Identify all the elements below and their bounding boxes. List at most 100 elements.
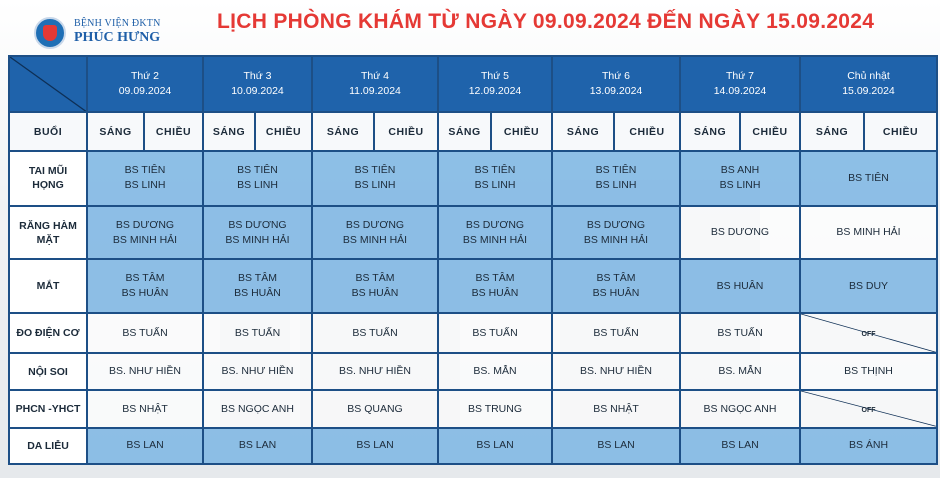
afternoon-label: CHIỀU xyxy=(255,112,312,150)
doctor-name: BS MINH HẢI xyxy=(801,225,936,240)
schedule-cell: BS. NHƯ HIỀN xyxy=(87,353,203,390)
schedule-cell: BS NGỌC ANH xyxy=(680,390,800,427)
schedule-cell: BS TÂM BS HUÂN xyxy=(87,259,203,312)
doctor-name: BS THỊNH xyxy=(801,364,936,379)
doctor-name: BS NGỌC ANH xyxy=(204,402,311,417)
doctor-name: BS DƯƠNG xyxy=(88,218,202,233)
morning-label: SÁNG xyxy=(552,112,614,150)
day-name: Thứ 7 xyxy=(681,69,799,84)
doctor-name: BS TUẤN xyxy=(681,326,799,341)
doctor-name-2: BS LINH xyxy=(313,178,437,193)
schedule-cell: BS LAN xyxy=(438,428,552,464)
department-label: NỘI SOI xyxy=(9,353,87,390)
afternoon-label: CHIỀU xyxy=(144,112,203,150)
schedule-cell: BS LAN xyxy=(680,428,800,464)
afternoon-label: CHIỀU xyxy=(491,112,552,150)
doctor-name-2: BS LINH xyxy=(88,178,202,193)
schedule-cell: BS LAN xyxy=(312,428,438,464)
day-date: 14.09.2024 xyxy=(681,84,799,99)
doctor-name-2: BS MINH HẢI xyxy=(439,233,551,248)
morning-label: SÁNG xyxy=(203,112,255,150)
doctor-name-2: BS HUÂN xyxy=(313,286,437,301)
doctor-name: BS DƯƠNG xyxy=(553,218,679,233)
doctor-name: BS LAN xyxy=(88,438,202,453)
hospital-logo xyxy=(34,17,66,49)
department-label: TAI MŨI HỌNG xyxy=(9,151,87,206)
session-label: BUỔI xyxy=(9,112,87,150)
off-text: OFF xyxy=(862,407,876,414)
doctor-name: BS TUẤN xyxy=(88,326,202,341)
schedule-cell: BS TUẤN xyxy=(680,313,800,353)
doctor-name: BS NHẬT xyxy=(553,402,679,417)
doctor-name: BS. MẪN xyxy=(681,364,799,379)
doctor-name: BS DƯƠNG xyxy=(204,218,311,233)
schedule-cell: BS. NHƯ HIỀN xyxy=(203,353,312,390)
schedule-cell: BS TÂM BS HUÂN xyxy=(552,259,680,312)
table-row: TAI MŨI HỌNG BS TIÊN BS LINH BS TIÊN BS LINH B… xyxy=(9,151,937,206)
day-date: 10.09.2024 xyxy=(204,84,311,99)
schedule-table: Thứ 2 09.09.2024 Thứ 3 10.09.2024 Thứ 4 11.09… xyxy=(8,55,938,465)
schedule-cell: BS NGỌC ANH xyxy=(203,390,312,427)
doctor-name: BS TIÊN xyxy=(801,171,936,186)
afternoon-label: CHIỀU xyxy=(374,112,438,150)
department-label: RĂNG HÀM MẶT xyxy=(9,206,87,259)
doctor-name: BS LAN xyxy=(681,438,799,453)
day-name: Thứ 4 xyxy=(313,69,437,84)
schedule-cell: BS TÂM BS HUÂN xyxy=(203,259,312,312)
header: BỆNH VIỆN ĐKTN PHÚC HƯNG LỊCH PHÒNG KHÁM… xyxy=(0,0,940,54)
schedule-cell: BS DƯƠNG BS MINH HẢI xyxy=(312,206,438,259)
doctor-name-2: BS LINH xyxy=(681,178,799,193)
schedule-cell: BS TIÊN BS LINH xyxy=(552,151,680,206)
page-title: LỊCH PHÒNG KHÁM TỪ NGÀY 09.09.2024 ĐẾN N… xyxy=(217,10,874,34)
department-label-line1: PHCN -YHCT xyxy=(10,402,86,416)
day-date: 09.09.2024 xyxy=(88,84,202,99)
day-date: 11.09.2024 xyxy=(313,84,437,99)
doctor-name-2: BS MINH HẢI xyxy=(204,233,311,248)
morning-label: SÁNG xyxy=(680,112,740,150)
doctor-name: BS TRUNG xyxy=(439,402,551,417)
schedule-cell: BS LAN xyxy=(552,428,680,464)
day-date: 15.09.2024 xyxy=(801,84,936,99)
doctor-name: BS LAN xyxy=(313,438,437,453)
table-row: MẮT BS TÂM BS HUÂN BS TÂM BS HUÂN BS TÂM BS HU… xyxy=(9,259,937,312)
doctor-name: BS NHẬT xyxy=(88,402,202,417)
off-text: OFF xyxy=(862,331,876,338)
morning-label: SÁNG xyxy=(438,112,491,150)
schedule-cell: BS NHẬT xyxy=(552,390,680,427)
schedule-cell: BS. MẪN xyxy=(680,353,800,390)
department-label-line1: ĐO ĐIỆN CƠ xyxy=(10,326,86,340)
schedule-cell: BS TUẤN xyxy=(438,313,552,353)
department-label-line1: NỘI SOI xyxy=(10,365,86,379)
doctor-name: BS. NHƯ HIỀN xyxy=(204,364,311,379)
day-header-row: Thứ 2 09.09.2024 Thứ 3 10.09.2024 Thứ 4 11.09… xyxy=(9,56,937,112)
schedule-cell: BS. NHƯ HIỀN xyxy=(312,353,438,390)
day-header: Thứ 6 13.09.2024 xyxy=(552,56,680,112)
table-row: ĐO ĐIỆN CƠ BS TUẤN BS TUẤN BS TUẤN BS TUẤN BS… xyxy=(9,313,937,353)
schedule-cell: BS TÂM BS HUÂN xyxy=(438,259,552,312)
table-row: RĂNG HÀM MẶT BS DƯƠNG BS MINH HẢI BS DƯƠNG BS… xyxy=(9,206,937,259)
doctor-name: BS TUẤN xyxy=(439,326,551,341)
doctor-name: BS TIÊN xyxy=(313,163,437,178)
day-name: Thứ 3 xyxy=(204,69,311,84)
shield-icon xyxy=(43,25,57,41)
schedule-cell: BS DƯƠNG BS MINH HẢI xyxy=(552,206,680,259)
doctor-name: BS DUY xyxy=(801,279,936,294)
schedule-cell: BS QUANG xyxy=(312,390,438,427)
doctor-name-2: BS LINH xyxy=(553,178,679,193)
schedule-cell: BS ÁNH xyxy=(800,428,937,464)
schedule-cell: BS TUẤN xyxy=(312,313,438,353)
brand-top: BỆNH VIỆN ĐKTN xyxy=(74,18,161,29)
department-label-line1: RĂNG HÀM xyxy=(10,219,86,233)
schedule-cell: BS LAN xyxy=(203,428,312,464)
schedule-cell: BS. NHƯ HIỀN xyxy=(552,353,680,390)
doctor-name: BS TÂM xyxy=(88,271,202,286)
corner-cell xyxy=(9,56,87,112)
doctor-name: BS LAN xyxy=(204,438,311,453)
doctor-name: BS NGỌC ANH xyxy=(681,402,799,417)
schedule-cell: BS TIÊN xyxy=(800,151,937,206)
doctor-name: BS DƯƠNG xyxy=(681,225,799,240)
day-header: Thứ 4 11.09.2024 xyxy=(312,56,438,112)
day-header: Chủ nhật 15.09.2024 xyxy=(800,56,937,112)
afternoon-label: CHIỀU xyxy=(740,112,800,150)
department-label: PHCN -YHCT xyxy=(9,390,87,427)
